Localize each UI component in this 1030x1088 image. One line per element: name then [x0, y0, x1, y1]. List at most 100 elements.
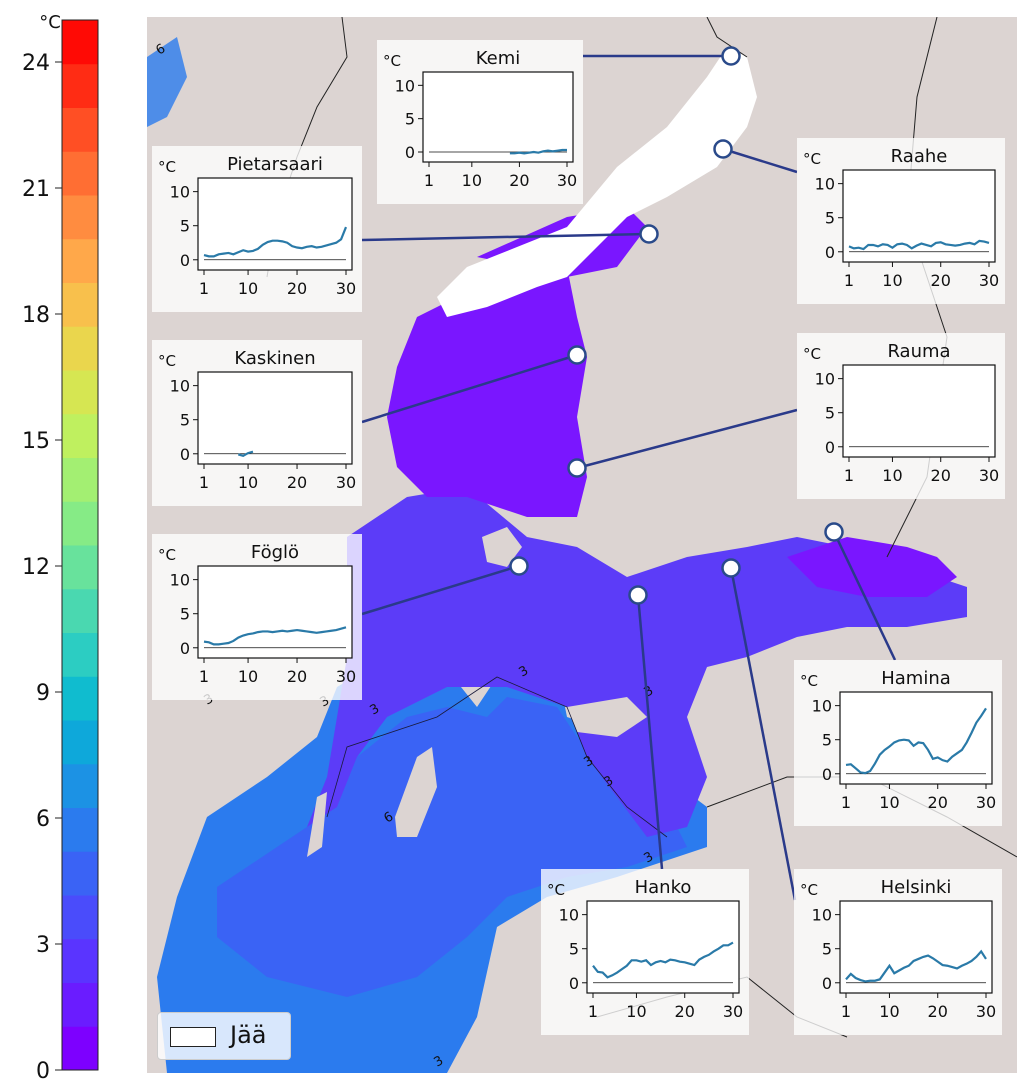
inset-y-tick-label: 0 [405, 143, 415, 162]
inset-x-tick-label: 1 [424, 171, 434, 190]
inset-unit-label: °C [547, 881, 565, 899]
station-inset-rauma: Rauma °C 0 5 10 1 10 20 30 [797, 333, 1005, 499]
inset-y-tick-label: 5 [405, 110, 415, 129]
colorbar-tick-label: 24 [22, 51, 50, 76]
inset-x-tick-label: 10 [882, 466, 902, 485]
colorbar-band [62, 720, 98, 765]
colorbar-band [62, 982, 98, 1027]
colorbar-band [62, 895, 98, 940]
sea-ice-area [437, 47, 757, 317]
inset-y-tick-label: 5 [825, 404, 835, 423]
inset-unit-label: °C [800, 672, 818, 690]
colorbar-tick-label: 3 [36, 933, 50, 958]
inset-series-line [237, 450, 254, 458]
inset-y-tick-label: 0 [180, 639, 190, 658]
inset-title: Raahe [891, 146, 948, 167]
inset-title: Kaskinen [234, 348, 315, 369]
inset-title: Hamina [881, 668, 951, 689]
colorbar-band [62, 632, 98, 677]
colorbar-band [62, 195, 98, 240]
ice-legend-label: Jää [230, 1021, 267, 1049]
inset-x-tick-label: 10 [238, 279, 258, 298]
inset-y-tick-label: 0 [825, 438, 835, 457]
inset-unit-label: °C [158, 158, 176, 176]
inset-title: Rauma [887, 341, 950, 362]
inset-y-tick-label: 10 [170, 571, 190, 590]
inset-y-tick-label: 0 [822, 765, 832, 784]
station-inset-kaskinen: Kaskinen °C 0 5 10 1 10 20 30 [152, 340, 362, 506]
inset-x-tick-label: 30 [979, 466, 999, 485]
inset-x-tick-label: 30 [557, 171, 577, 190]
inset-unit-label: °C [383, 52, 401, 70]
central-baltic-area [217, 697, 687, 997]
inset-x-tick-label: 30 [979, 271, 999, 290]
inset-x-tick-label: 10 [462, 171, 482, 190]
inset-title: Helsinki [881, 877, 952, 898]
inset-unit-label: °C [158, 352, 176, 370]
colorbar-tick-label: 9 [36, 681, 50, 706]
inset-plot-frame [197, 371, 353, 465]
inset-y-tick-label: 0 [569, 974, 579, 993]
colorbar-tick-label: 0 [36, 1059, 50, 1084]
station-inset-f-gl-: Föglö °C 0 5 10 1 10 20 30 [152, 534, 362, 700]
gotland-island [395, 747, 437, 837]
colorbar-ticks: 0 3 6 9 12 15 18 21 24 [22, 51, 62, 1084]
colorbar-band [62, 1026, 98, 1071]
inset-x-tick-label: 1 [841, 1002, 851, 1021]
station-inset-pietarsaari: Pietarsaari °C 0 5 10 1 10 20 30 [152, 146, 362, 312]
colorbar-band [62, 807, 98, 852]
saaremaa-island [567, 697, 647, 737]
inset-x-tick-label: 10 [238, 667, 258, 686]
norwegian-sea-area [147, 37, 187, 127]
inset-x-tick-label: 10 [879, 793, 899, 812]
oland-island [307, 792, 327, 857]
inset-plot-frame [839, 691, 993, 785]
colorbar-band [62, 63, 98, 108]
colorbar-band [62, 545, 98, 590]
inset-y-tick-label: 0 [822, 974, 832, 993]
inset-plot-frame [839, 900, 993, 994]
colorbar-band [62, 370, 98, 415]
colorbar-band [62, 282, 98, 327]
inset-y-tick-label: 10 [170, 377, 190, 396]
inset-x-tick-label: 20 [931, 271, 951, 290]
inset-x-tick-label: 1 [199, 473, 209, 492]
inset-x-tick-label: 10 [626, 1002, 646, 1021]
inset-title: Hanko [635, 877, 692, 898]
inset-y-tick-label: 0 [180, 251, 190, 270]
inset-x-tick-label: 20 [287, 279, 307, 298]
inset-x-tick-label: 20 [928, 1002, 948, 1021]
inset-unit-label: °C [158, 546, 176, 564]
inset-x-tick-label: 30 [336, 667, 356, 686]
colorbar-tick-label: 18 [22, 303, 50, 328]
inset-y-tick-label: 10 [812, 906, 832, 925]
inset-x-tick-label: 20 [931, 466, 951, 485]
inset-series-line [845, 949, 987, 983]
inset-y-tick-label: 0 [825, 243, 835, 262]
inset-unit-label: °C [803, 345, 821, 363]
station-inset-hanko: Hanko °C 0 5 10 1 10 20 30 [541, 869, 749, 1035]
inset-series-line [509, 148, 567, 155]
inset-x-tick-label: 10 [238, 473, 258, 492]
inset-unit-label: °C [803, 150, 821, 168]
colorbar-band [62, 107, 98, 152]
inset-x-tick-label: 1 [841, 793, 851, 812]
inset-plot-frame [842, 169, 996, 263]
inset-x-tick-label: 1 [844, 466, 854, 485]
ice-legend: Jää [157, 1012, 291, 1060]
colorbar-band [62, 20, 98, 65]
inset-title: Föglö [251, 542, 299, 563]
inset-x-tick-label: 30 [336, 473, 356, 492]
inset-x-tick-label: 10 [879, 1002, 899, 1021]
isoline-3 [326, 676, 668, 838]
colorbar-band [62, 326, 98, 371]
inset-x-tick-label: 20 [509, 171, 529, 190]
inset-x-tick-label: 20 [287, 473, 307, 492]
colorbar-band [62, 851, 98, 896]
inset-series-line [845, 707, 987, 775]
inset-x-tick-label: 20 [928, 793, 948, 812]
station-inset-hamina: Hamina °C 0 5 10 1 10 20 30 [794, 660, 1002, 826]
inset-title: Kemi [476, 48, 521, 69]
colorbar-band [62, 238, 98, 283]
inset-y-tick-label: 10 [812, 697, 832, 716]
